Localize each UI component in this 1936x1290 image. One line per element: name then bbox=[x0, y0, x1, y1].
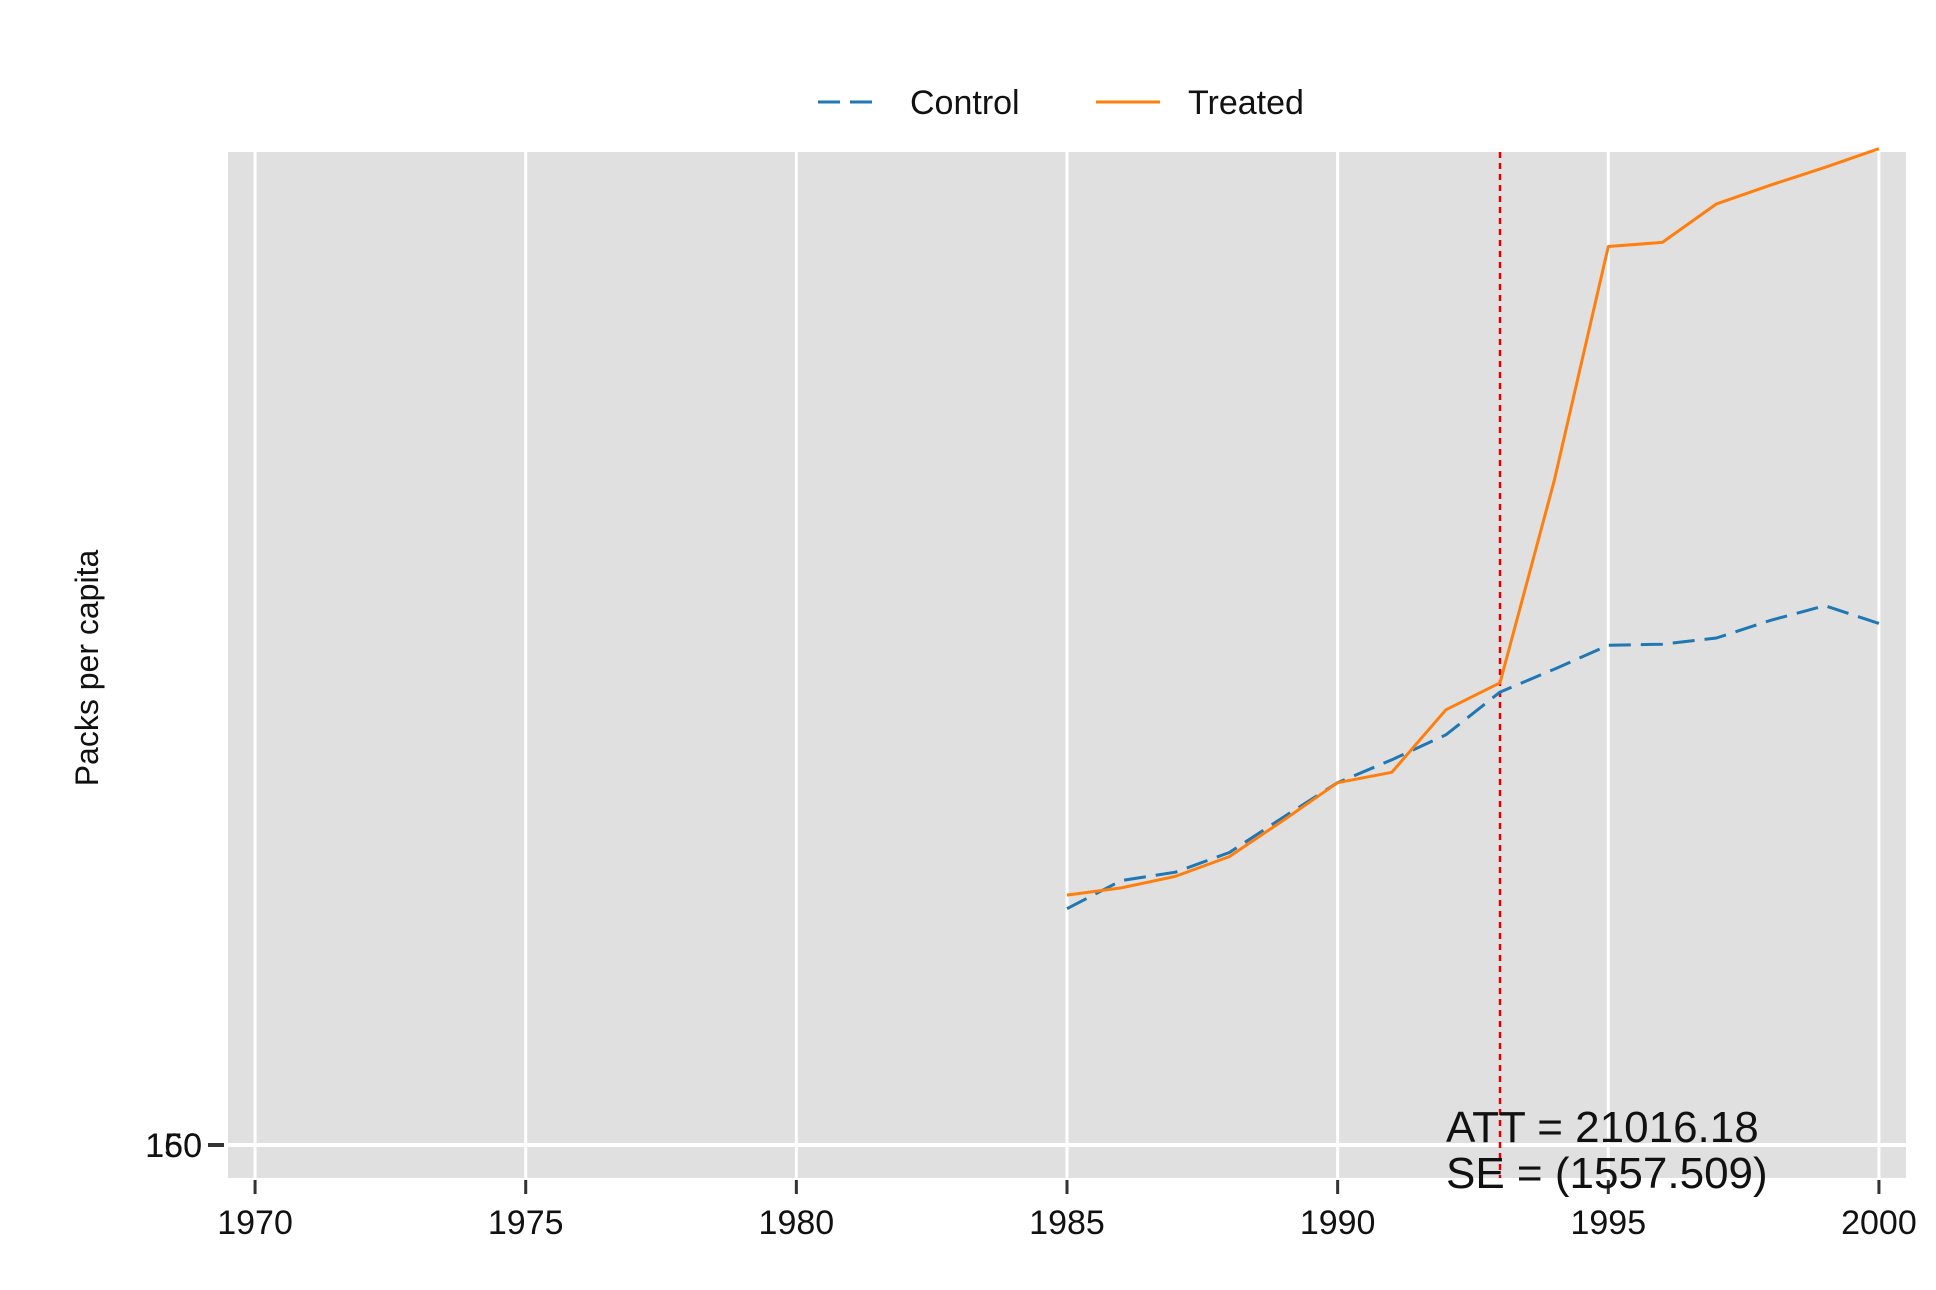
x-axis: 1970 1975 1980 1985 1990 1995 2000 bbox=[217, 1180, 1917, 1242]
x-tick-label: 1980 bbox=[759, 1204, 835, 1242]
x-tick-label: 1990 bbox=[1300, 1204, 1376, 1242]
se-annotation: SE = (1557.509) bbox=[1446, 1149, 1768, 1198]
x-tick-label: 1970 bbox=[217, 1204, 293, 1242]
legend-label-control: Control bbox=[910, 84, 1020, 122]
x-tick-label: 1995 bbox=[1570, 1204, 1646, 1242]
legend-label-treated: Treated bbox=[1188, 84, 1304, 122]
legend: Control Treated bbox=[818, 84, 1304, 122]
y-tick-label: 160 bbox=[145, 1127, 202, 1165]
x-tick-label: 2000 bbox=[1841, 1204, 1917, 1242]
series-lines bbox=[1066, 147, 1880, 911]
series-line-treated bbox=[1066, 147, 1880, 897]
gridlines bbox=[228, 152, 1906, 1178]
att-annotation: ATT = 21016.18 bbox=[1446, 1103, 1759, 1152]
y-axis-title: Packs per capita bbox=[69, 550, 105, 787]
x-tick-label: 1975 bbox=[488, 1204, 564, 1242]
y-tick-label: 150 bbox=[145, 1127, 202, 1165]
x-tick-label: 1985 bbox=[1029, 1204, 1105, 1242]
series-line-control bbox=[1066, 604, 1880, 911]
